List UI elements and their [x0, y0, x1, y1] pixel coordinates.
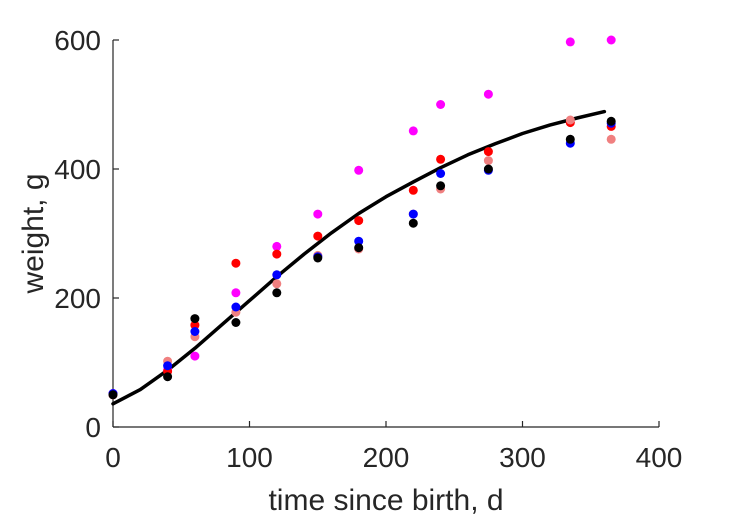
data-point — [565, 134, 575, 144]
data-point — [163, 372, 173, 382]
data-point — [483, 89, 493, 99]
x-tick-label: 300 — [499, 442, 546, 473]
data-point — [272, 279, 282, 289]
x-axis-label: time since birth, d — [268, 484, 503, 517]
data-point — [436, 100, 446, 109]
fit-curve — [111, 109, 607, 406]
data-point — [190, 327, 200, 336]
data-point — [272, 288, 282, 298]
data-point — [436, 154, 446, 164]
data-point — [565, 37, 575, 47]
x-tick-label: 400 — [636, 442, 683, 473]
x-tick-label: 200 — [363, 442, 410, 473]
y-tick-label: 600 — [54, 25, 101, 56]
data-point — [408, 185, 418, 195]
data-point — [190, 320, 200, 330]
data-point — [483, 147, 493, 157]
data-point — [190, 351, 200, 361]
x-ticks: 0 100 200 300 400 — [105, 421, 682, 473]
data-point — [108, 390, 118, 400]
data-point — [272, 249, 282, 259]
data-point — [354, 216, 364, 226]
data-point — [231, 258, 241, 268]
data-point — [272, 270, 282, 280]
y-ticks: 0 200 400 600 — [54, 25, 119, 443]
x-tick-label: 100 — [226, 442, 273, 473]
data-point — [408, 218, 418, 228]
data-point — [231, 318, 241, 327]
data-point — [354, 243, 364, 253]
data-point — [436, 181, 446, 191]
data-point — [190, 314, 200, 324]
data-point — [606, 35, 616, 45]
data-point — [313, 231, 323, 241]
data-point — [231, 288, 241, 298]
data-point — [354, 165, 364, 175]
points-layer — [108, 35, 616, 400]
data-point — [231, 302, 241, 312]
axes — [112, 40, 659, 428]
data-point — [565, 115, 575, 125]
fit-layer — [111, 109, 607, 406]
x-tick-label: 0 — [105, 442, 121, 473]
y-axis-label: weight, g — [17, 173, 50, 294]
data-point — [408, 126, 418, 136]
y-tick-label: 400 — [54, 154, 101, 185]
y-tick-label: 200 — [54, 283, 101, 314]
data-point — [436, 169, 446, 178]
data-point — [163, 361, 173, 371]
data-point — [606, 116, 616, 126]
data-point — [354, 236, 364, 246]
y-tick-label: 0 — [85, 412, 101, 443]
data-point — [606, 134, 616, 144]
data-point — [313, 253, 323, 263]
data-point — [313, 209, 323, 219]
data-point — [483, 164, 493, 174]
data-point — [272, 241, 282, 251]
data-point — [483, 156, 493, 166]
data-point — [408, 209, 418, 219]
